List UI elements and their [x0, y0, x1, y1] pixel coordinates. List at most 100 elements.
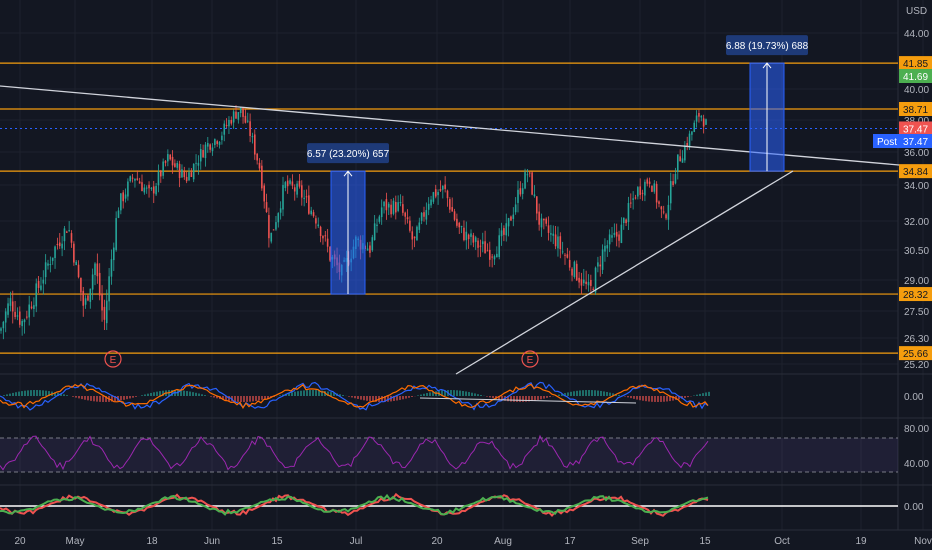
- price-axis[interactable]: 44.0040.0038.0036.0034.0032.0030.5029.00…: [873, 29, 932, 513]
- candle-body[interactable]: [557, 236, 559, 249]
- candle-body[interactable]: [169, 154, 171, 160]
- candle-body[interactable]: [204, 144, 207, 159]
- candle-body[interactable]: [23, 319, 26, 323]
- candle-body[interactable]: [575, 263, 578, 281]
- candle-body[interactable]: [406, 217, 409, 220]
- candle-body[interactable]: [467, 234, 470, 240]
- candle-body[interactable]: [249, 121, 251, 137]
- candle-body[interactable]: [423, 212, 425, 217]
- candle-body[interactable]: [681, 158, 684, 163]
- candle-body[interactable]: [585, 281, 587, 285]
- candle-body[interactable]: [413, 236, 416, 239]
- earnings-marker[interactable]: E: [521, 350, 539, 368]
- time-axis[interactable]: 20 May 18 Jun 15 Jul 20 Aug 17 Sep 15 Oct 19 Nov: [0, 529, 932, 550]
- candle-body[interactable]: [651, 185, 653, 192]
- candle-body[interactable]: [73, 243, 75, 263]
- candle-body[interactable]: [639, 186, 641, 195]
- candle-body[interactable]: [263, 185, 265, 202]
- candle-body[interactable]: [282, 184, 284, 210]
- candle-body[interactable]: [230, 120, 233, 124]
- candle-body[interactable]: [604, 245, 606, 252]
- candle-body[interactable]: [143, 187, 146, 193]
- candle-body[interactable]: [221, 135, 223, 141]
- candle-body[interactable]: [698, 113, 700, 117]
- candle-body[interactable]: [181, 169, 183, 178]
- candle-body[interactable]: [608, 234, 611, 245]
- candle-body[interactable]: [0, 328, 2, 331]
- price-badge[interactable]: 41.69: [899, 69, 932, 83]
- candle-body[interactable]: [561, 251, 564, 253]
- candle-body[interactable]: [9, 298, 12, 306]
- candle-body[interactable]: [4, 311, 7, 323]
- candle-body[interactable]: [566, 254, 569, 258]
- candle-body[interactable]: [47, 263, 49, 266]
- candle-body[interactable]: [380, 207, 383, 218]
- candle-body[interactable]: [583, 279, 585, 284]
- candle-body[interactable]: [630, 202, 632, 204]
- candle-body[interactable]: [19, 311, 21, 325]
- candle-body[interactable]: [164, 161, 167, 163]
- candle-body[interactable]: [536, 196, 538, 214]
- candle-body[interactable]: [120, 193, 122, 211]
- candle-body[interactable]: [444, 184, 446, 189]
- candle-body[interactable]: [552, 233, 555, 236]
- candle-body[interactable]: [237, 112, 240, 120]
- candle-body[interactable]: [632, 198, 634, 200]
- candle-body[interactable]: [655, 183, 658, 203]
- candle-body[interactable]: [554, 234, 557, 247]
- candle-body[interactable]: [310, 210, 312, 215]
- candle-body[interactable]: [524, 172, 526, 189]
- price-badge[interactable]: 41.85: [899, 56, 932, 71]
- candle-body[interactable]: [268, 215, 270, 239]
- candle-body[interactable]: [688, 133, 691, 148]
- candle-body[interactable]: [68, 230, 70, 232]
- candle-body[interactable]: [420, 212, 423, 221]
- post-badge[interactable]: Post 37.47: [873, 134, 932, 148]
- candle-body[interactable]: [474, 237, 477, 242]
- candle-body[interactable]: [573, 261, 576, 278]
- candle-body[interactable]: [30, 306, 33, 309]
- candle-body[interactable]: [477, 240, 479, 248]
- candle-body[interactable]: [305, 196, 308, 198]
- ascending-trendline[interactable]: [455, 170, 794, 375]
- candle-body[interactable]: [209, 144, 211, 150]
- measure-layer[interactable]: 6.57 (23.20%) 657 6.88 (19.73%) 688: [307, 35, 809, 295]
- candle-body[interactable]: [625, 219, 627, 224]
- candle-body[interactable]: [611, 235, 613, 238]
- candle-body[interactable]: [207, 142, 209, 147]
- earnings-marker[interactable]: E: [104, 350, 122, 368]
- candle-body[interactable]: [160, 171, 162, 177]
- candle-body[interactable]: [665, 214, 667, 219]
- candle-body[interactable]: [514, 204, 517, 213]
- candle-body[interactable]: [568, 259, 571, 268]
- candle-body[interactable]: [597, 262, 599, 267]
- price-badge[interactable]: 25.66: [899, 346, 932, 361]
- candle-body[interactable]: [256, 153, 258, 161]
- candle-body[interactable]: [150, 187, 153, 189]
- candle-body[interactable]: [531, 172, 533, 195]
- candle-body[interactable]: [449, 199, 451, 210]
- candle-body[interactable]: [91, 274, 94, 290]
- candle-body[interactable]: [543, 218, 545, 221]
- candle-body[interactable]: [453, 211, 456, 220]
- candle-body[interactable]: [660, 206, 663, 210]
- candle-body[interactable]: [446, 190, 449, 199]
- candle-body[interactable]: [606, 245, 609, 249]
- candle-body[interactable]: [439, 189, 442, 191]
- candle-body[interactable]: [371, 237, 374, 251]
- candle-body[interactable]: [35, 283, 38, 307]
- candle-body[interactable]: [232, 111, 235, 123]
- candle-body[interactable]: [387, 203, 390, 208]
- candle-body[interactable]: [702, 118, 705, 127]
- candle-body[interactable]: [131, 177, 134, 179]
- candle-body[interactable]: [171, 156, 174, 166]
- candle-body[interactable]: [418, 222, 421, 230]
- candle-body[interactable]: [98, 272, 101, 296]
- candle-body[interactable]: [167, 154, 169, 162]
- candle-body[interactable]: [503, 228, 505, 235]
- candle-body[interactable]: [571, 268, 573, 276]
- candle-body[interactable]: [293, 187, 296, 192]
- candle-body[interactable]: [105, 300, 108, 324]
